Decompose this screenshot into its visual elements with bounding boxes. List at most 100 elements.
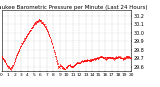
- Point: [32, 24, 35, 26]
- Point: [98, 57, 101, 58]
- Point: [15, 55, 17, 56]
- Point: [74, 64, 76, 65]
- Point: [49, 37, 51, 38]
- Point: [86, 59, 89, 61]
- Point: [65, 67, 68, 68]
- Point: [35, 21, 38, 22]
- Point: [85, 60, 88, 62]
- Point: [95, 57, 98, 59]
- Point: [121, 57, 124, 58]
- Point: [67, 65, 69, 66]
- Point: [21, 42, 24, 43]
- Point: [51, 43, 53, 44]
- Point: [35, 21, 38, 23]
- Point: [61, 67, 64, 68]
- Point: [87, 60, 90, 61]
- Point: [125, 56, 128, 58]
- Point: [30, 28, 32, 29]
- Point: [78, 62, 81, 63]
- Point: [72, 66, 74, 67]
- Point: [20, 45, 23, 46]
- Point: [6, 65, 9, 67]
- Point: [28, 31, 31, 32]
- Point: [46, 31, 49, 32]
- Point: [121, 58, 123, 59]
- Point: [95, 57, 97, 58]
- Point: [64, 68, 67, 70]
- Point: [102, 57, 104, 58]
- Point: [51, 43, 54, 45]
- Point: [98, 57, 100, 58]
- Point: [114, 57, 117, 59]
- Point: [28, 31, 30, 33]
- Point: [63, 69, 65, 70]
- Point: [85, 60, 87, 61]
- Point: [26, 34, 29, 35]
- Point: [13, 62, 16, 63]
- Point: [66, 65, 69, 67]
- Point: [30, 28, 33, 29]
- Point: [101, 56, 104, 58]
- Point: [73, 64, 76, 65]
- Point: [97, 56, 100, 57]
- Point: [60, 65, 62, 66]
- Point: [48, 36, 51, 38]
- Point: [56, 63, 59, 65]
- Point: [122, 57, 124, 59]
- Point: [104, 58, 106, 60]
- Point: [19, 45, 22, 46]
- Point: [130, 57, 132, 59]
- Point: [82, 60, 85, 61]
- Point: [109, 56, 111, 58]
- Point: [63, 68, 66, 69]
- Point: [126, 55, 129, 57]
- Point: [3, 60, 5, 61]
- Point: [72, 65, 75, 67]
- Point: [91, 59, 94, 60]
- Point: [11, 64, 14, 66]
- Point: [106, 57, 108, 59]
- Point: [0, 56, 3, 57]
- Point: [61, 66, 64, 68]
- Point: [55, 60, 58, 61]
- Point: [99, 56, 102, 57]
- Point: [118, 56, 121, 57]
- Point: [52, 48, 55, 49]
- Point: [103, 57, 105, 58]
- Point: [50, 40, 52, 41]
- Point: [8, 66, 10, 67]
- Point: [48, 35, 51, 37]
- Point: [114, 57, 116, 58]
- Point: [12, 64, 15, 65]
- Point: [23, 39, 26, 41]
- Point: [23, 38, 26, 39]
- Point: [127, 56, 129, 57]
- Point: [88, 59, 90, 60]
- Point: [71, 66, 73, 67]
- Point: [58, 66, 61, 67]
- Point: [64, 68, 66, 70]
- Point: [34, 21, 37, 22]
- Point: [71, 66, 73, 68]
- Point: [119, 57, 121, 58]
- Point: [95, 58, 97, 60]
- Point: [112, 56, 114, 58]
- Point: [114, 58, 117, 59]
- Point: [53, 50, 55, 51]
- Point: [56, 62, 58, 63]
- Point: [28, 30, 30, 32]
- Point: [55, 59, 57, 60]
- Point: [93, 59, 95, 60]
- Point: [114, 57, 116, 58]
- Point: [68, 65, 71, 66]
- Point: [55, 57, 57, 59]
- Point: [22, 41, 24, 43]
- Point: [61, 67, 64, 69]
- Point: [18, 49, 20, 50]
- Point: [37, 21, 39, 22]
- Point: [110, 57, 113, 58]
- Point: [102, 57, 104, 58]
- Point: [4, 63, 7, 64]
- Point: [16, 53, 19, 54]
- Point: [79, 62, 82, 63]
